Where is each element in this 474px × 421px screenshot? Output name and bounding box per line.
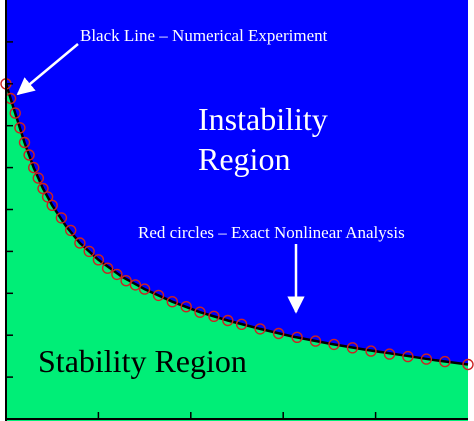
exact-analysis-point [46, 199, 58, 212]
exact-analysis-point [41, 191, 54, 203]
exact-analysis-point [9, 107, 21, 119]
exact-analysis-point [101, 262, 114, 274]
exact-analysis-point [166, 296, 179, 308]
exact-analysis-point [138, 283, 151, 295]
exact-analysis-point [462, 358, 474, 371]
exact-analysis-point [14, 122, 26, 134]
stability-region-area [6, 83, 468, 421]
exact-analysis-point [32, 172, 44, 184]
exact-analysis-point [152, 289, 165, 302]
instability-region-label-line2: Region [198, 141, 290, 177]
red-circles-annotation: Red circles – Exact Nonlinear Analysis [138, 223, 405, 242]
exact-analysis-point [365, 345, 377, 357]
exact-analysis-point [208, 310, 220, 322]
exact-analysis-point [194, 306, 206, 318]
exact-analysis-point [346, 342, 359, 354]
exact-analysis-point [28, 161, 40, 174]
exact-analysis-point [83, 245, 95, 258]
exact-analysis-point [111, 268, 123, 281]
numerical-experiment-line [4, 83, 469, 366]
axis-ticks [6, 41, 377, 419]
exact-analysis-point [55, 212, 68, 224]
exact-analysis-point [92, 254, 105, 266]
exact-analysis-point [129, 279, 142, 291]
exact-analysis-point [402, 350, 414, 363]
exact-analysis-point [272, 327, 285, 340]
exact-analysis-point [420, 353, 433, 365]
exact-analysis-point [222, 314, 234, 327]
exact-analysis-point [180, 301, 192, 313]
exact-analysis-point [64, 224, 77, 237]
exact-analysis-point [37, 182, 49, 195]
exact-analysis-point [291, 331, 303, 343]
instability-region-label-line1: Instability [198, 101, 328, 137]
exact-analysis-point [254, 323, 266, 335]
exact-analysis-point [120, 275, 132, 287]
exact-analysis-point [383, 348, 396, 360]
exact-analysis-point [74, 237, 86, 249]
exact-analysis-point [439, 355, 451, 368]
stability-region-label: Stability Region [38, 343, 247, 379]
black-line-arrow [16, 43, 79, 96]
exact-analysis-point [18, 136, 31, 149]
black-line-annotation: Black Line – Numerical Experiment [80, 26, 328, 45]
exact-analysis-point [328, 338, 340, 351]
exact-analysis-point [235, 318, 248, 330]
exact-analysis-point [309, 335, 322, 347]
exact-analysis-point [23, 149, 35, 161]
